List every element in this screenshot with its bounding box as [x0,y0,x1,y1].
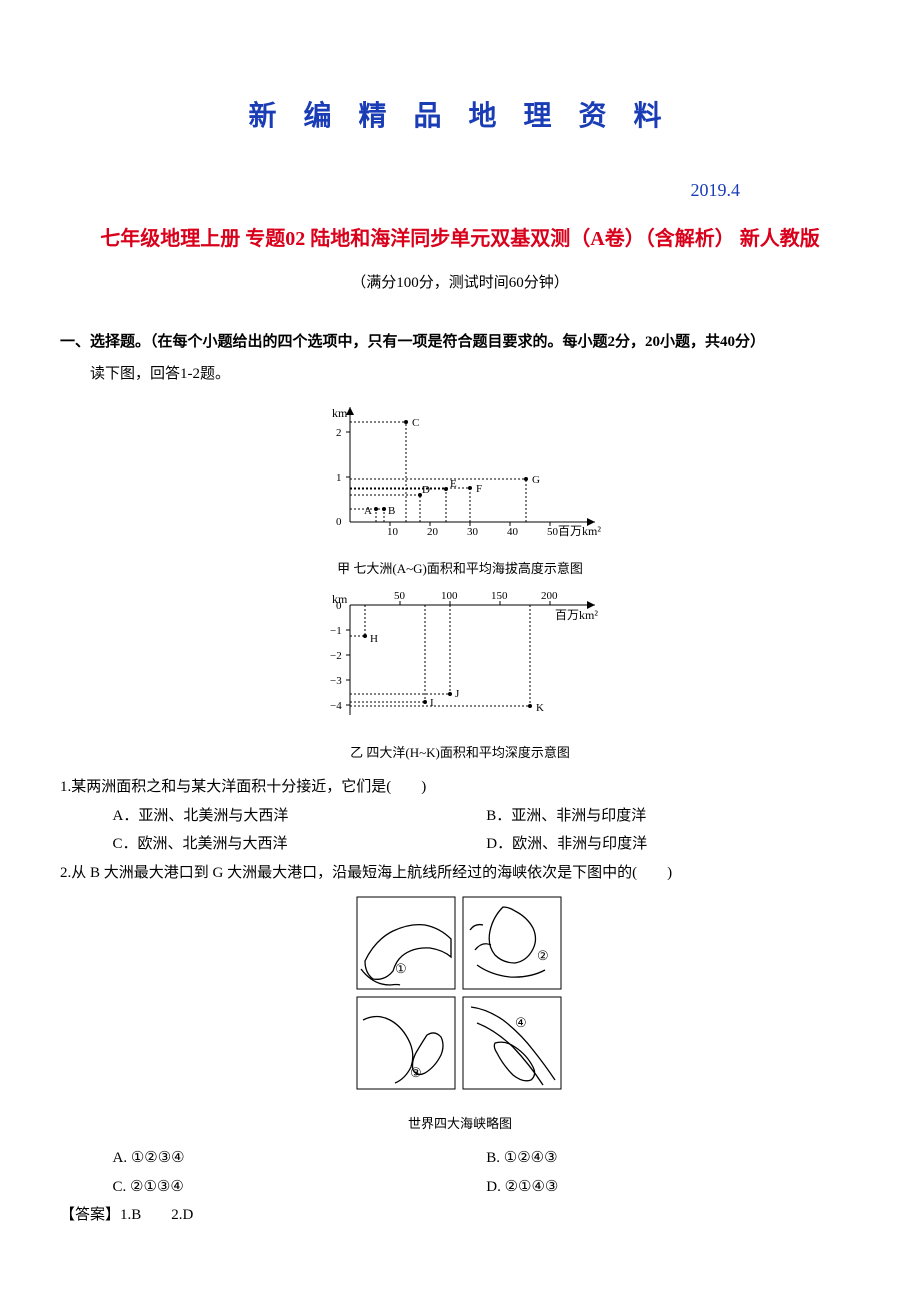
svg-text:100: 100 [441,590,458,602]
q2-opt-b: B. ①②④③ [486,1144,860,1173]
svg-text:−1: −1 [330,625,342,637]
svg-text:K: K [536,702,544,714]
q2-opt-a: A. ①②③④ [113,1144,487,1173]
svg-text:B: B [388,505,395,517]
chart2-caption: 乙 四大洋(H~K)面积和平均深度示意图 [60,741,860,766]
svg-text:④: ④ [515,1015,527,1030]
svg-text:F: F [476,483,482,495]
svg-text:百万km²: 百万km² [555,608,598,622]
svg-text:③: ③ [410,1065,422,1080]
svg-text:D: D [422,484,430,496]
svg-text:J: J [455,688,460,700]
figure-continents-chart: km 百万km² 1 2 0 10 20 30 40 50 C G F [60,397,860,582]
y-label: km [332,406,348,420]
section-head: 一、选择题。（在每个小题给出的四个选项中，只有一项是符合题目要求的。每小题2分，… [60,328,860,357]
svg-text:②: ② [537,948,549,963]
figure-oceans-chart: km 百万km² 0 −1 −2 −3 −4 50 100 150 200 H … [60,590,860,765]
strait-maps: ① ② ③ ④ 世界四大海峡略图 [60,895,860,1136]
chart1-caption: 甲 七大洲(A~G)面积和平均海拔高度示意图 [60,557,860,582]
svg-text:E: E [450,478,457,490]
date: 2019.4 [60,173,860,207]
svg-text:−4: −4 [330,700,342,712]
sub-title: 七年级地理上册 专题02 陆地和海洋同步单元双基双测（A卷）（含解析） 新人教版 [60,219,860,259]
strait-caption: 世界四大海峡略图 [60,1112,860,1137]
q2-options: A. ①②③④ B. ①②④③ C. ②①③④ D. ②①④③ [60,1144,860,1201]
x-label: 百万km² [558,524,601,538]
read-map-instruction: 读下图，回答1-2题。 [60,360,860,389]
svg-text:50: 50 [394,590,406,602]
svg-text:40: 40 [507,526,519,538]
svg-text:200: 200 [541,590,558,602]
svg-text:0: 0 [336,516,342,528]
svg-text:150: 150 [491,590,508,602]
q2-opt-c: C. ②①③④ [113,1173,487,1202]
exam-info: （满分100分，测试时间60分钟） [60,269,860,298]
answer: 【答案】1.B 2.D [60,1201,860,1230]
svg-text:20: 20 [427,526,439,538]
svg-text:C: C [412,417,419,429]
svg-text:0: 0 [336,600,342,612]
svg-text:50: 50 [547,526,559,538]
svg-text:A: A [364,505,372,517]
q1-opt-c: C．欧洲、北美洲与大西洋 [113,830,487,859]
svg-text:−2: −2 [330,650,342,662]
svg-text:−3: −3 [330,675,342,687]
q2-text: 2.从 B 大洲最大港口到 G 大洲最大港口，沿最短海上航线所经过的海峡依次是下… [60,859,860,888]
svg-text:I: I [430,697,434,709]
q1-opt-d: D．欧洲、非洲与印度洋 [486,830,860,859]
svg-text:G: G [532,474,540,486]
svg-text:30: 30 [467,526,479,538]
svg-text:①: ① [395,961,407,976]
q1-opt-b: B．亚洲、非洲与印度洋 [486,802,860,831]
page-title: 新 编 精 品 地 理 资 料 [60,90,860,143]
svg-text:2: 2 [336,427,342,439]
q1-options: A．亚洲、北美洲与大西洋 B．亚洲、非洲与印度洋 C．欧洲、北美洲与大西洋 D．… [60,802,860,859]
svg-text:1: 1 [336,472,342,484]
q1-opt-a: A．亚洲、北美洲与大西洋 [113,802,487,831]
svg-text:H: H [370,633,378,645]
svg-text:10: 10 [387,526,399,538]
q1-text: 1.某两洲面积之和与某大洋面积十分接近，它们是( ) [60,773,860,802]
q2-opt-d: D. ②①④③ [486,1173,860,1202]
